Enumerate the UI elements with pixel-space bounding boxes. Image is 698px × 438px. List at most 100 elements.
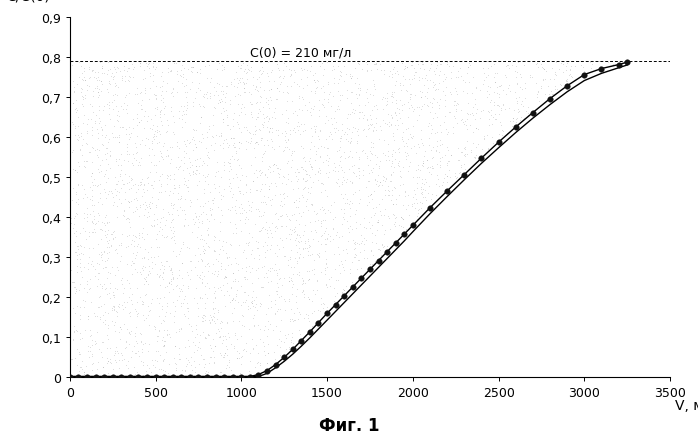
Point	[367, 252, 378, 259]
Point	[151, 127, 163, 134]
Point	[156, 88, 168, 95]
Point	[246, 298, 258, 305]
Point	[195, 115, 207, 122]
Point	[123, 243, 134, 250]
Point	[228, 117, 239, 124]
Point	[129, 140, 140, 147]
Point	[322, 59, 333, 66]
Point	[74, 336, 85, 343]
Point	[262, 101, 273, 108]
Point	[356, 148, 367, 155]
Point	[208, 359, 219, 366]
Point	[150, 364, 161, 371]
Point	[74, 368, 85, 375]
Point	[283, 296, 295, 303]
Point	[172, 166, 184, 173]
Point	[410, 167, 422, 174]
Point	[449, 85, 460, 92]
Point	[404, 92, 415, 99]
Point	[92, 166, 103, 173]
Point	[307, 73, 318, 80]
Point	[179, 179, 191, 186]
Point	[291, 305, 302, 312]
Point	[283, 67, 294, 74]
Point	[103, 191, 114, 198]
Point	[220, 272, 231, 279]
Point	[329, 108, 341, 115]
Point	[365, 158, 376, 165]
Point	[258, 143, 269, 150]
Point	[297, 85, 309, 92]
Point	[246, 280, 258, 287]
Point	[503, 106, 514, 113]
Point	[65, 61, 76, 68]
Point	[193, 213, 205, 220]
Point	[346, 259, 357, 266]
Point	[124, 224, 135, 231]
Point	[174, 356, 186, 363]
Point	[233, 318, 244, 325]
Point	[98, 103, 110, 110]
Point	[88, 310, 99, 317]
Point	[258, 88, 269, 95]
Point	[81, 128, 92, 135]
Point	[99, 300, 110, 307]
Point	[157, 122, 168, 129]
Point	[272, 62, 283, 69]
Point	[233, 64, 244, 71]
Point	[182, 283, 193, 290]
Point	[445, 174, 456, 181]
Point	[297, 246, 309, 253]
Point	[230, 276, 241, 283]
Point	[174, 72, 185, 79]
Point	[179, 311, 190, 318]
Point	[180, 313, 191, 320]
Point	[459, 146, 470, 153]
Point	[200, 91, 211, 98]
Point	[275, 191, 286, 198]
Point	[445, 75, 456, 82]
Point	[492, 71, 503, 78]
Point	[127, 182, 138, 189]
Point	[454, 169, 466, 176]
Point	[312, 79, 323, 86]
Point	[114, 336, 126, 343]
Point	[263, 163, 274, 170]
Point	[146, 126, 157, 133]
Point	[239, 104, 250, 111]
Point	[232, 278, 243, 285]
Point	[163, 192, 174, 199]
Point	[225, 242, 237, 249]
Point	[274, 351, 285, 358]
Point	[241, 339, 252, 346]
Point	[452, 157, 463, 164]
Point	[434, 68, 445, 75]
Point	[127, 291, 138, 298]
Point	[437, 180, 448, 187]
Point	[201, 173, 212, 180]
Point	[445, 152, 456, 159]
Point	[195, 211, 206, 218]
Point	[241, 268, 252, 275]
Point	[366, 230, 378, 237]
Point	[345, 284, 356, 291]
Point	[415, 107, 426, 114]
Point	[212, 271, 223, 278]
Point	[257, 264, 268, 271]
Point	[142, 214, 153, 221]
Point	[532, 91, 543, 98]
Point	[386, 93, 397, 100]
Point	[208, 92, 219, 99]
Point	[245, 299, 256, 306]
Point	[299, 184, 310, 191]
Point	[221, 83, 232, 90]
Point	[100, 234, 111, 241]
Point	[415, 205, 426, 212]
Point	[286, 98, 297, 105]
Point	[148, 162, 159, 169]
Point	[216, 286, 227, 293]
Point	[263, 130, 274, 137]
Point	[246, 204, 257, 211]
Point	[306, 164, 318, 171]
Point	[123, 279, 134, 286]
